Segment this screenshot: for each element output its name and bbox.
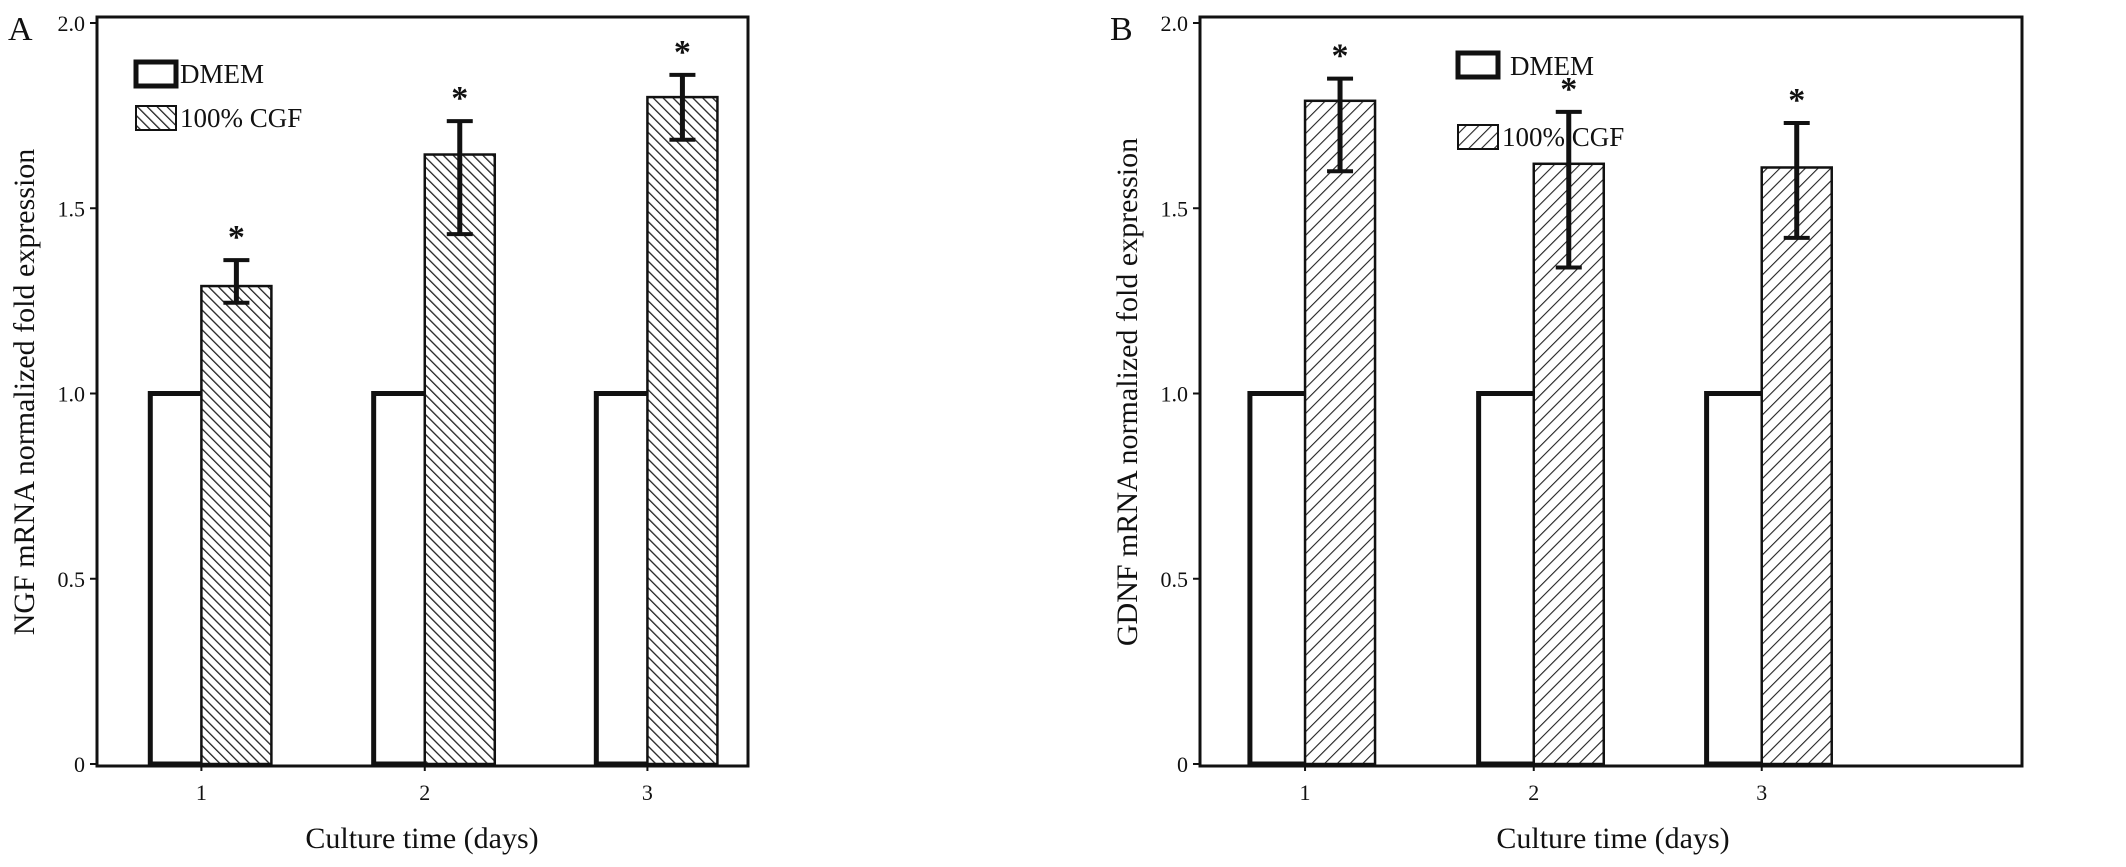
- bar-cgf-day-2: [423, 153, 497, 766]
- legend-label-cgf-a: 100% CGF: [180, 103, 302, 133]
- y-tick-label: 1.5: [1161, 196, 1189, 221]
- legend-entry-cgf-b: 100% CGF: [1457, 122, 1624, 152]
- legend-swatch-dmem-a: [133, 59, 179, 89]
- x-tick-label-day-3: 3: [642, 780, 653, 805]
- y-tick-label: 0: [74, 752, 85, 777]
- y-tick-label: 1.0: [58, 382, 86, 407]
- significance-marker-day-1: *: [1332, 38, 1349, 75]
- x-tick-label-day-1: 1: [1300, 780, 1311, 805]
- significance-marker-day-2: *: [1560, 71, 1577, 108]
- y-tick-label: 0.5: [1161, 567, 1189, 592]
- legend-b: DMEM 100% CGF: [1455, 50, 1624, 152]
- legend-swatch-dmem-b: [1455, 50, 1501, 80]
- legend-a: DMEM 100% CGF: [133, 59, 302, 133]
- significance-marker-day-2: *: [451, 80, 468, 117]
- bar-cgf-day-3: [1760, 166, 1833, 766]
- bar-cgf-day-1: [200, 284, 273, 766]
- y-axis-ticks-b: 0 0.5 1.0 1.5 2.0: [1161, 11, 1200, 777]
- bars-b: * * *: [1247, 38, 1833, 767]
- legend-label-dmem-b: DMEM: [1510, 51, 1594, 81]
- x-tick-label-day-3: 3: [1756, 780, 1767, 805]
- legend-label-cgf-b: 100% CGF: [1502, 122, 1624, 152]
- significance-marker-day-3: *: [1788, 82, 1805, 119]
- panel-b: B 0 0.5 1.0 1.5 2.0 * * * 1 2 3 Culture time (da…: [1110, 11, 2024, 855]
- bar-cgf-day-3: [646, 95, 719, 766]
- y-tick-label: 0.5: [58, 567, 86, 592]
- x-tick-label-day-2: 2: [1528, 780, 1539, 805]
- x-axis-title-b: Culture time (days): [1496, 822, 1729, 855]
- legend-entry-dmem-b: DMEM: [1455, 50, 1594, 81]
- legend-swatch-cgf-b: [1457, 124, 1499, 150]
- panel-a: A 0 0.5 1.0 1.5 2.0 * * * 1 2 3 Culture time (da…: [8, 11, 750, 855]
- significance-marker-day-1: *: [228, 219, 245, 256]
- y-axis-title-b: GDNF mRNA normalized fold expression: [1111, 138, 1144, 646]
- panel-label-b: B: [1110, 11, 1133, 48]
- y-tick-label: 1.5: [58, 196, 86, 221]
- bars-a: * * *: [147, 34, 719, 767]
- x-axis-ticks-a: 1 2 3: [196, 764, 653, 805]
- y-tick-label: 0: [1177, 752, 1188, 777]
- legend-label-dmem-a: DMEM: [180, 59, 264, 89]
- y-tick-label: 2.0: [58, 11, 86, 36]
- legend-swatch-cgf-a: [135, 105, 177, 131]
- significance-marker-day-3: *: [674, 34, 691, 71]
- y-axis-title-a: NGF mRNA normalized fold expression: [8, 149, 41, 636]
- x-axis-ticks-b: 1 2 3: [1300, 764, 1767, 805]
- x-axis-title-a: Culture time (days): [305, 822, 538, 855]
- legend-entry-dmem-a: DMEM: [133, 59, 264, 89]
- legend-entry-cgf-a: 100% CGF: [135, 103, 302, 133]
- y-tick-label: 1.0: [1161, 382, 1189, 407]
- y-tick-label: 2.0: [1161, 11, 1189, 36]
- x-tick-label-day-1: 1: [196, 780, 207, 805]
- bar-cgf-day-1: [1303, 99, 1377, 766]
- x-tick-label-day-2: 2: [419, 780, 430, 805]
- panel-label-a: A: [8, 11, 33, 48]
- plot-frame-b: [1198, 15, 2024, 768]
- y-axis-ticks-a: 0 0.5 1.0 1.5 2.0: [58, 11, 97, 777]
